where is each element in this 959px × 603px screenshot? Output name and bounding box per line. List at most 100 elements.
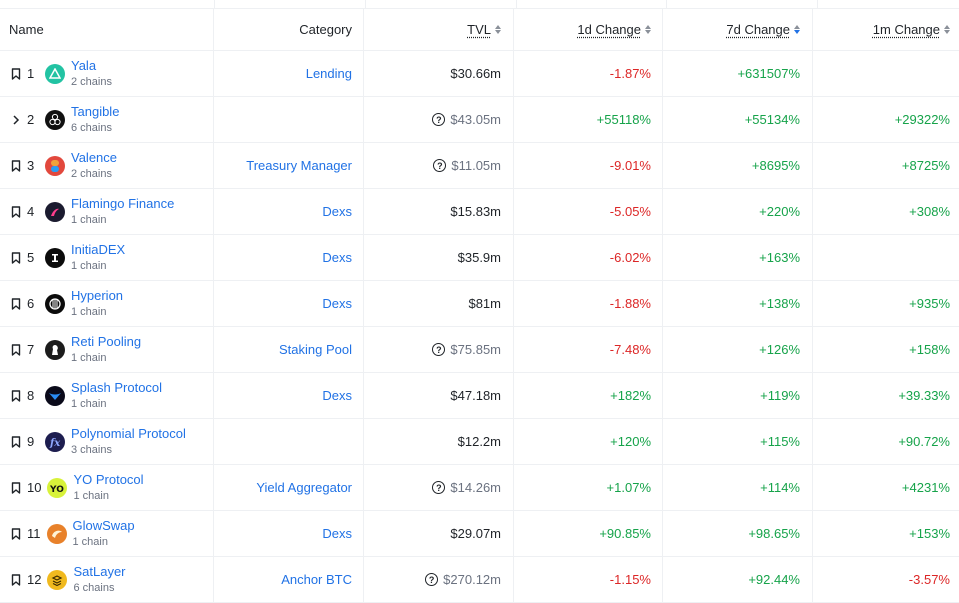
tvl-cell: $47.18m — [364, 373, 514, 418]
header-1d-change[interactable]: 1d Change — [514, 9, 663, 50]
expand-chevron-icon[interactable] — [9, 115, 23, 125]
bookmark-icon[interactable] — [9, 390, 23, 402]
sort-icon[interactable] — [495, 25, 501, 34]
protocol-name-link[interactable]: SatLayer — [73, 563, 125, 581]
protocol-name-link[interactable]: Valence — [71, 149, 117, 167]
chain-count[interactable]: 6 chains — [71, 121, 119, 136]
change-1d-value: +90.85% — [599, 526, 651, 541]
tvl-value: $15.83m — [450, 204, 501, 219]
bookmark-icon[interactable] — [9, 298, 23, 310]
category-link[interactable]: Dexs — [322, 250, 352, 265]
change-1m-cell: +935% — [813, 281, 959, 326]
category-link[interactable]: Dexs — [322, 296, 352, 311]
protocol-name-link[interactable]: Polynomial Protocol — [71, 425, 186, 443]
protocol-name-link[interactable]: Hyperion — [71, 287, 123, 305]
header-1m-change[interactable]: 1m Change — [813, 9, 959, 50]
tvl-value: $12.2m — [458, 434, 501, 449]
tvl-cell: ? $43.05m — [364, 97, 514, 142]
category-link[interactable]: Dexs — [322, 526, 352, 541]
table-row[interactable]: 1 Yala 2 chains Lending $30.66m -1.87% +631507… — [0, 51, 959, 97]
chain-count[interactable]: 1 chain — [71, 213, 174, 228]
tvl-cell: $30.66m — [364, 51, 514, 96]
question-icon[interactable]: ? — [433, 159, 446, 172]
protocol-name-link[interactable]: GlowSwap — [73, 517, 135, 535]
bookmark-icon[interactable] — [9, 206, 23, 218]
header-category[interactable]: Category — [214, 9, 364, 50]
chain-count[interactable]: 1 chain — [71, 305, 123, 320]
chain-count[interactable]: 1 chain — [71, 259, 125, 274]
table-row[interactable]: 2 Tangible 6 chains? $43.05m +55118% +55134% +… — [0, 97, 959, 143]
table-row[interactable]: 7 Reti Pooling 1 chain Staking Pool? $75.85m… — [0, 327, 959, 373]
change-1d-cell: -7.48% — [514, 327, 663, 372]
change-1m-cell: +308% — [813, 189, 959, 234]
header-tvl-label: TVL — [467, 22, 491, 37]
header-name[interactable]: Name — [0, 9, 214, 50]
change-1d-cell: -6.02% — [514, 235, 663, 280]
protocol-name-link[interactable]: Yala — [71, 57, 112, 75]
table-row[interactable]: 3 Valence 2 chains Treasury Manager? $11.05m… — [0, 143, 959, 189]
protocol-name-link[interactable]: Tangible — [71, 103, 119, 121]
change-1m-value: +8725% — [902, 158, 950, 173]
category-link[interactable]: Dexs — [322, 204, 352, 219]
category-link[interactable]: Lending — [306, 66, 352, 81]
yala-logo-icon — [45, 64, 65, 84]
category-link[interactable]: Anchor BTC — [281, 572, 352, 587]
chain-count[interactable]: 1 chain — [73, 535, 135, 550]
bookmark-icon[interactable] — [9, 482, 23, 494]
sort-icon[interactable] — [645, 25, 651, 34]
category-link[interactable]: Dexs — [322, 388, 352, 403]
protocol-name-link[interactable]: InitiaDEX — [71, 241, 125, 259]
splash-logo-icon — [45, 386, 65, 406]
name-cell: 9 fx Polynomial Protocol 3 chains — [0, 419, 214, 464]
category-link[interactable]: Yield Aggregator — [256, 480, 352, 495]
bookmark-icon[interactable] — [9, 344, 23, 356]
table-row[interactable]: 9 fx Polynomial Protocol 3 chains $12.2m +120… — [0, 419, 959, 465]
bookmark-icon[interactable] — [9, 252, 23, 264]
table-row[interactable]: 5 InitiaDEX 1 chain Dexs $35.9m -6.02% +163% — [0, 235, 959, 281]
rank-number: 5 — [27, 250, 39, 265]
name-cell: 4 Flamingo Finance 1 chain — [0, 189, 214, 234]
chain-count[interactable]: 3 chains — [71, 443, 186, 458]
question-icon[interactable]: ? — [425, 573, 438, 586]
bookmark-icon[interactable] — [9, 436, 23, 448]
change-1d-value: -5.05% — [610, 204, 651, 219]
question-icon[interactable]: ? — [432, 343, 445, 356]
protocol-name-link[interactable]: Flamingo Finance — [71, 195, 174, 213]
bookmark-icon[interactable] — [9, 160, 23, 172]
name-cell: 5 InitiaDEX 1 chain — [0, 235, 214, 280]
bookmark-icon[interactable] — [9, 68, 23, 80]
bookmark-icon[interactable] — [9, 528, 23, 540]
bookmark-icon[interactable] — [9, 574, 23, 586]
header-1d-label: 1d Change — [577, 22, 641, 37]
table-row[interactable]: 11 GlowSwap 1 chain Dexs $29.07m +90.85% +98.6… — [0, 511, 959, 557]
flamingo-logo-icon — [45, 202, 65, 222]
chain-count[interactable]: 6 chains — [73, 581, 125, 596]
table-row[interactable]: 4 Flamingo Finance 1 chain Dexs $15.83m -5.05… — [0, 189, 959, 235]
chain-count[interactable]: 1 chain — [71, 397, 162, 412]
protocol-name-link[interactable]: YO Protocol — [73, 471, 143, 489]
chain-count[interactable]: 2 chains — [71, 167, 117, 182]
chain-count[interactable]: 1 chain — [73, 489, 143, 504]
tvl-value: $30.66m — [450, 66, 501, 81]
table-row[interactable]: 8 Splash Protocol 1 chain Dexs $47.18m +182% +… — [0, 373, 959, 419]
category-link[interactable]: Treasury Manager — [246, 158, 352, 173]
header-7d-change[interactable]: 7d Change — [663, 9, 813, 50]
question-icon[interactable]: ? — [432, 481, 445, 494]
rank-number: 7 — [27, 342, 39, 357]
sort-desc-active-icon[interactable] — [794, 25, 800, 34]
protocol-name-link[interactable]: Splash Protocol — [71, 379, 162, 397]
change-1m-cell — [813, 235, 959, 280]
question-icon[interactable]: ? — [432, 113, 445, 126]
table-row[interactable]: 12 SatLayer 6 chains Anchor BTC? $270.12m -1.… — [0, 557, 959, 603]
sort-icon[interactable] — [944, 25, 950, 34]
table-row[interactable]: 6 Hyperion 1 chain Dexs $81m -1.88% +138% +935% — [0, 281, 959, 327]
change-1d-value: -6.02% — [610, 250, 651, 265]
chain-count[interactable]: 2 chains — [71, 75, 112, 90]
category-link[interactable]: Staking Pool — [279, 342, 352, 357]
chain-count[interactable]: 1 chain — [71, 351, 141, 366]
tvl-cell: $35.9m — [364, 235, 514, 280]
table-row[interactable]: 10 YO YO Protocol 1 chain Yield Aggregator? $… — [0, 465, 959, 511]
header-tvl[interactable]: TVL — [364, 9, 514, 50]
protocol-name-block: Polynomial Protocol 3 chains — [71, 425, 186, 457]
protocol-name-link[interactable]: Reti Pooling — [71, 333, 141, 351]
